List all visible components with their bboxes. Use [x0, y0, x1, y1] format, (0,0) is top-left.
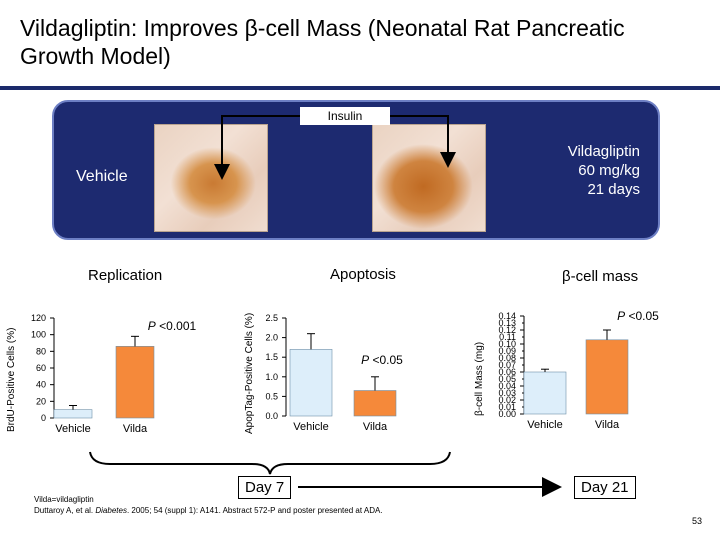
- citation-details: . 2005; 54 (suppl 1): A141. Abstract 572…: [126, 506, 383, 515]
- citation-authors: Duttaroy A, et al.: [34, 506, 96, 515]
- y-tick-label: 0.5: [265, 391, 278, 401]
- x-category-label: Vilda: [123, 423, 148, 435]
- y-minor-tick-label: 0.05: [498, 374, 516, 384]
- y-tick-label: 0.14: [498, 311, 516, 321]
- footnote-abbrev: Vilda=vildagliptin: [34, 495, 94, 504]
- day7-brace: [89, 451, 451, 475]
- y-minor-tick-label: 0.07: [498, 360, 516, 370]
- y-tick-label: 60: [36, 363, 46, 373]
- y-tick-label: 0.08: [498, 353, 516, 363]
- y-tick-label: 0.12: [498, 325, 516, 335]
- beta-cell-mass-chart: 0.00 0.02 0.04 0.06 0.08 0.10 0.12 0.14 0.01 0.03…: [498, 309, 659, 431]
- panel-vilda-line1: Vildagliptin: [567, 143, 640, 160]
- panel-vilda-line2: 60 mg/kg: [578, 162, 640, 179]
- bar-vehicle: [523, 371, 567, 415]
- p-value-annotation: P <0.05: [617, 309, 659, 323]
- y-tick-label: 2.5: [265, 313, 278, 323]
- bar-vehicle: [53, 409, 93, 419]
- vehicle-islet-image: [154, 124, 268, 232]
- y-tick-label: 0.04: [498, 381, 516, 391]
- day7-label: Day 7: [238, 476, 292, 499]
- y-tick-label: 80: [36, 346, 46, 356]
- panel-vehicle-label: Vehicle: [76, 168, 128, 185]
- y-minor-tick-label: 0.13: [498, 318, 516, 328]
- footnote-citation: Duttaroy A, et al. Diabetes. 2005; 54 (s…: [34, 505, 383, 516]
- y-tick-label: 100: [31, 330, 46, 340]
- y-minor-tick-label: 0.03: [498, 388, 516, 398]
- bar-vehicle: [289, 349, 333, 417]
- y-tick-label: 0.00: [498, 409, 516, 419]
- y-tick-label: 0.06: [498, 367, 516, 377]
- x-category-label: Vehicle: [527, 419, 562, 431]
- insulin-arrows: [214, 115, 456, 180]
- y-tick-label: 0: [41, 413, 46, 423]
- bar-vilda: [115, 346, 155, 419]
- apoptosis-title: Apoptosis: [330, 266, 396, 283]
- footnote: Vilda=vildagliptin Duttaroy A, et al. Di…: [34, 494, 383, 516]
- page-title: Vildagliptin: Improves β-cell Mass (Neon…: [20, 15, 625, 69]
- histology-panel: [52, 100, 660, 240]
- x-category-label: Vilda: [595, 419, 620, 431]
- bar-vilda: [585, 339, 629, 415]
- replication-ylabel: BrdU-Positive Cells (%): [6, 327, 17, 432]
- y-minor-tick-label: 0.01: [498, 402, 516, 412]
- y-tick-label: 20: [36, 396, 46, 406]
- p-value-annotation: P <0.05: [361, 353, 403, 367]
- page-number: 53: [692, 516, 703, 526]
- apoptosis-ylabel: ApopTag-Positive Cells (%): [244, 312, 255, 434]
- y-minor-tick-label: 0.11: [499, 332, 516, 342]
- replication-chart: 0 20 40 60 80 100 120 Vehicle Vilda P <0.001: [31, 313, 197, 435]
- y-tick-label: 120: [31, 313, 46, 323]
- x-category-label: Vehicle: [293, 421, 328, 433]
- panel-vilda-label: Vildagliptin 60 mg/kg 21 days: [522, 142, 640, 199]
- citation-journal: Diabetes: [95, 506, 127, 515]
- insulin-label: Insulin: [300, 107, 390, 125]
- timeline: [89, 451, 562, 497]
- day21-label: Day 21: [574, 476, 636, 499]
- y-minor-tick-label: 0.09: [498, 346, 516, 356]
- y-tick-label: 1.0: [265, 372, 278, 382]
- x-category-label: Vilda: [363, 421, 388, 433]
- y-tick-label: 2.0: [265, 333, 278, 343]
- bar-vilda: [353, 390, 397, 417]
- y-tick-label: 0.0: [265, 411, 278, 421]
- panel-vilda-line3: 21 days: [587, 181, 640, 198]
- y-tick-label: 0.02: [498, 395, 516, 405]
- beta-cell-mass-title: β-cell mass: [562, 268, 639, 285]
- y-tick-label: 0.10: [498, 339, 516, 349]
- y-tick-label: 1.5: [265, 352, 278, 362]
- title-divider: [0, 86, 720, 90]
- y-tick-label: 40: [36, 380, 46, 390]
- insulin-arrow-left: [214, 115, 300, 180]
- insulin-arrow-right: [390, 115, 456, 168]
- apoptosis-chart: 0.0 0.5 1.0 1.5 2.0 2.5 Vehicle Vilda P <0.05: [265, 313, 403, 433]
- x-category-label: Vehicle: [55, 423, 90, 435]
- replication-title: Replication: [88, 267, 163, 284]
- p-value-annotation: P <0.001: [148, 319, 197, 333]
- beta-ylabel: β-cell Mass (mg): [474, 341, 485, 416]
- vilda-islet-image: [372, 124, 486, 232]
